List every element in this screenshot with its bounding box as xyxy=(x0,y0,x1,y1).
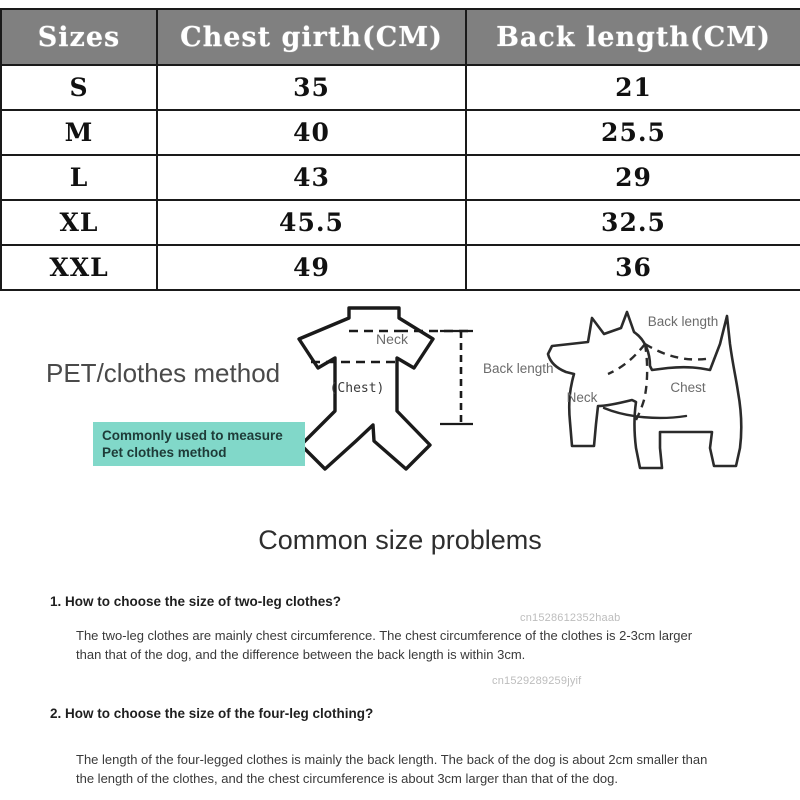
table-row: L 43 29 xyxy=(0,154,800,201)
cell-back-length: 32.5 xyxy=(465,199,800,246)
watermark-second: cn1529289259jyif xyxy=(492,675,582,687)
dog-chest-dashed-line xyxy=(607,343,649,421)
method-title: PET/clothes method xyxy=(46,358,281,388)
faq-heading: Common size problems xyxy=(258,525,542,555)
cell-chest-girth: 43 xyxy=(156,154,467,201)
size-chart-table: Sizes Chest girth(CM) Back length(CM) S … xyxy=(0,8,800,291)
callout-line-1: Commonly used to measure xyxy=(102,428,283,443)
dog-illustration xyxy=(546,310,743,470)
faq-answer-2: The length of the four-legged clothes is… xyxy=(76,752,708,786)
callout-line-2: Pet clothes method xyxy=(102,445,227,460)
cell-size: S xyxy=(0,64,158,111)
measurement-method-section: Neck (Chest) Back length Back length Nec… xyxy=(0,296,800,496)
table-row: S 35 21 xyxy=(0,64,800,111)
table-row: XXL 49 36 xyxy=(0,244,800,291)
cell-chest-girth: 45.5 xyxy=(156,199,467,246)
column-header-sizes: Sizes xyxy=(0,8,158,66)
cell-back-length: 25.5 xyxy=(465,109,800,156)
dog-label-neck: Neck xyxy=(567,390,598,405)
faq-answer-1: The two-leg clothes are mainly chest cir… xyxy=(76,628,693,662)
method-callout-box: Commonly used to measure Pet clothes met… xyxy=(93,422,305,466)
table-row: XL 45.5 32.5 xyxy=(0,199,800,246)
cell-chest-girth: 49 xyxy=(156,244,467,291)
column-header-chest-girth: Chest girth(CM) xyxy=(156,8,467,66)
shirt-label-back-length: Back length xyxy=(483,361,554,376)
dog-label-chest: Chest xyxy=(670,380,706,395)
column-header-back-length: Back length(CM) xyxy=(465,8,800,66)
shirt-illustration xyxy=(297,306,435,471)
cell-chest-girth: 40 xyxy=(156,109,467,156)
faq-question-2: 2. How to choose the size of the four-le… xyxy=(50,706,374,721)
cell-back-length: 29 xyxy=(465,154,800,201)
cell-chest-girth: 35 xyxy=(156,64,467,111)
cell-size: L xyxy=(0,154,158,201)
cell-back-length: 21 xyxy=(465,64,800,111)
shirt-back-length-measure xyxy=(440,329,473,426)
cell-back-length: 36 xyxy=(465,244,800,291)
watermark-first: cn1528612352haab xyxy=(520,612,621,624)
faq-question-1: 1. How to choose the size of two-leg clo… xyxy=(50,594,342,609)
shirt-label-chest: (Chest) xyxy=(330,381,385,396)
table-row: M 40 25.5 xyxy=(0,109,800,156)
cell-size: M xyxy=(0,109,158,156)
dog-label-back-length: Back length xyxy=(648,314,719,329)
cell-size: XXL xyxy=(0,244,158,291)
measurement-diagrams: Neck (Chest) Back length Back length Nec… xyxy=(297,306,743,471)
dog-back-length-dashed-line xyxy=(644,342,713,361)
shirt-label-neck: Neck xyxy=(376,331,409,347)
table-header-row: Sizes Chest girth(CM) Back length(CM) xyxy=(0,8,800,66)
cell-size: XL xyxy=(0,199,158,246)
